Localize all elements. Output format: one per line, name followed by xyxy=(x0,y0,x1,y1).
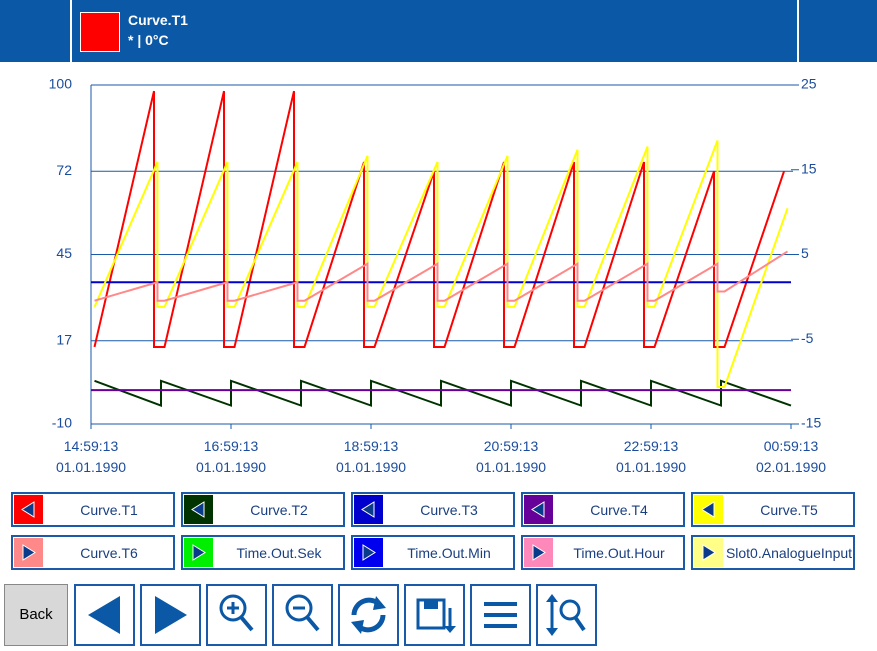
list-button[interactable] xyxy=(470,584,531,646)
legend-icon xyxy=(694,495,723,524)
legend-icon xyxy=(184,538,213,567)
y2-tick-label: -15 xyxy=(801,415,821,431)
series-line xyxy=(93,140,789,389)
series-line xyxy=(94,250,789,302)
legend-button[interactable]: Curve.T4 xyxy=(521,492,685,527)
y2-tick-label: 15 xyxy=(801,160,817,176)
legend-label: Curve.T4 xyxy=(590,502,648,518)
legend-icon xyxy=(354,538,383,567)
legend-label: Curve.T2 xyxy=(250,502,308,518)
legend-label: Curve.T1 xyxy=(80,502,138,518)
axis-zoom-button[interactable] xyxy=(536,584,597,646)
series-line xyxy=(93,90,785,348)
x-tick-label: 20:59:13 01.01.1990 xyxy=(475,438,547,475)
zoom-in-button[interactable] xyxy=(206,584,267,646)
save-button[interactable] xyxy=(404,584,465,646)
separator xyxy=(70,0,72,62)
chart: -10 17 45 72 100 -15 -5 5 15 25 xyxy=(49,76,822,431)
header: Curve.T1 * | 0°C xyxy=(0,0,877,62)
next-button[interactable] xyxy=(140,584,201,646)
separator xyxy=(797,0,799,62)
legend-label: Curve.T6 xyxy=(80,545,138,561)
legend-icon xyxy=(524,495,553,524)
legend-icon xyxy=(524,538,553,567)
y2-tick-label: 5 xyxy=(801,245,809,261)
color-swatch xyxy=(80,12,120,52)
legend-label: Time.Out.Sek xyxy=(236,545,322,561)
y-tick-label: 100 xyxy=(49,76,73,92)
legend-icon xyxy=(694,538,723,567)
legend-button[interactable]: Curve.T3 xyxy=(351,492,515,527)
legend-label: Curve.T3 xyxy=(420,502,478,518)
x-tick-label: 16:59:13 01.01.1990 xyxy=(195,438,267,475)
legend-button[interactable]: Curve.T2 xyxy=(181,492,345,527)
legend-button[interactable]: Time.Out.Hour xyxy=(521,535,685,570)
legend-icon xyxy=(184,495,213,524)
legend-icon xyxy=(354,495,383,524)
legend-label: Curve.T5 xyxy=(760,502,818,518)
legend-label: Slot0.AnalogueInput xyxy=(725,545,853,561)
x-tick-label: 14:59:13 01.01.1990 xyxy=(55,438,127,475)
legend-button[interactable]: Time.Out.Sek xyxy=(181,535,345,570)
header-title: Curve.T1 xyxy=(128,12,188,28)
legend-button[interactable]: Slot0.AnalogueInput xyxy=(691,535,855,570)
legend-button[interactable]: Curve.T6 xyxy=(11,535,175,570)
x-tick-label: 22:59:13 01.01.1990 xyxy=(615,438,687,475)
legend-button[interactable]: Curve.T5 xyxy=(691,492,855,527)
y-tick-label: -10 xyxy=(52,415,72,431)
legend-label: Time.Out.Min xyxy=(407,545,491,561)
legend-icon xyxy=(14,538,43,567)
y-tick-label: 72 xyxy=(56,162,72,178)
y-tick-label: 17 xyxy=(56,331,72,347)
refresh-button[interactable] xyxy=(338,584,399,646)
x-tick-label: 18:59:13 01.01.1990 xyxy=(335,438,407,475)
back-button[interactable]: Back xyxy=(4,584,68,646)
series-line xyxy=(94,379,792,407)
y2-tick-label: -5 xyxy=(801,330,814,346)
x-tick-label: 00:59:13 02.01.1990 xyxy=(755,438,827,475)
y2-tick-label: 25 xyxy=(801,76,817,92)
legend-label: Time.Out.Hour xyxy=(573,545,665,561)
y-tick-label: 45 xyxy=(56,245,72,261)
header-subtitle: * | 0°C xyxy=(128,32,169,48)
legend-button[interactable]: Time.Out.Min xyxy=(351,535,515,570)
legend-button[interactable]: Curve.T1 xyxy=(11,492,175,527)
prev-button[interactable] xyxy=(74,584,135,646)
legend-icon xyxy=(14,495,43,524)
zoom-out-button[interactable] xyxy=(272,584,333,646)
